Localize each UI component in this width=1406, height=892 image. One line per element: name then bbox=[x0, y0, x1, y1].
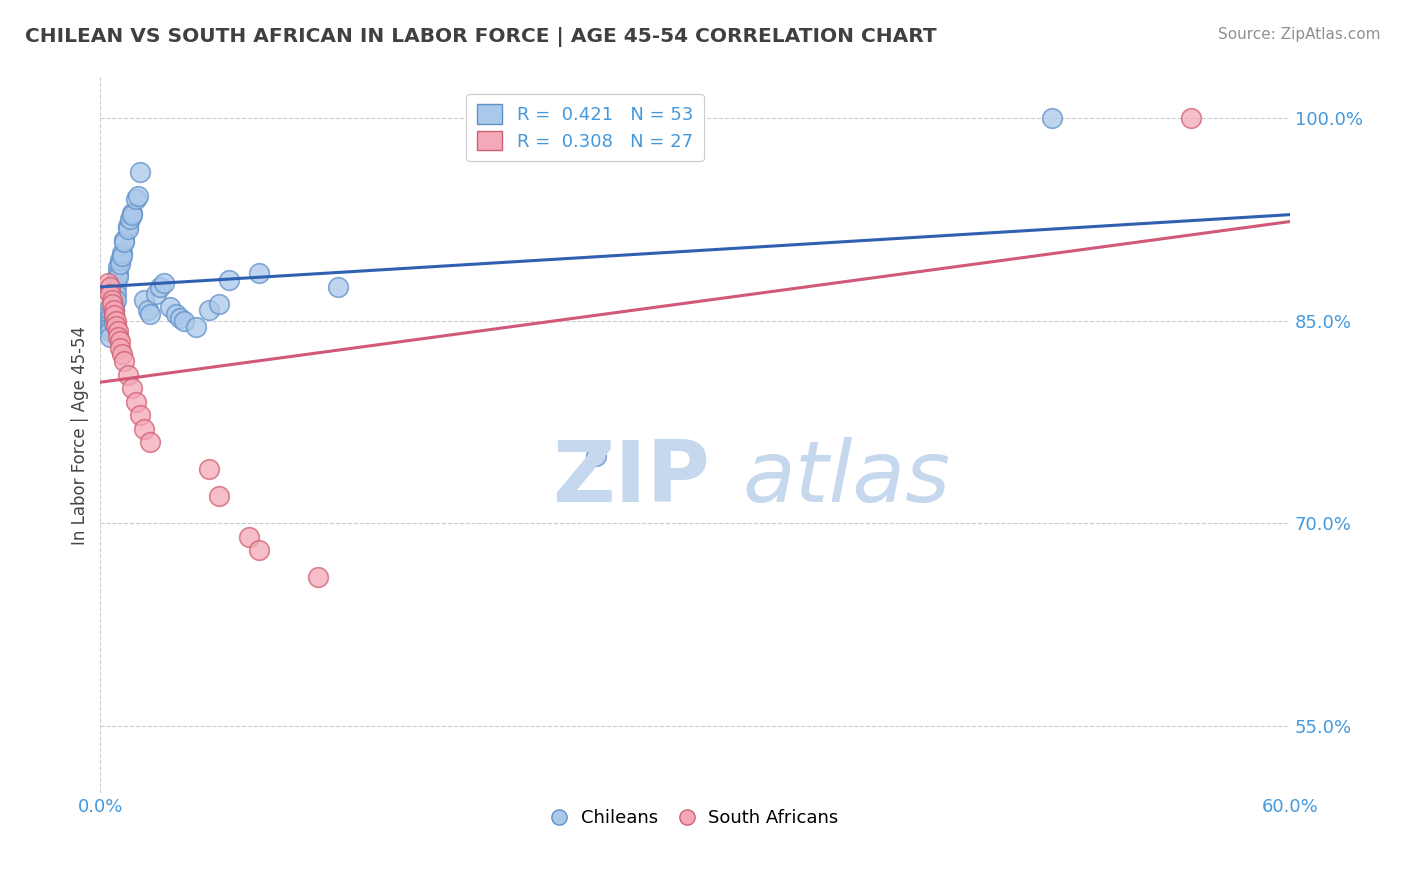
Point bbox=[108, 257, 131, 271]
Point bbox=[103, 308, 125, 322]
Point bbox=[101, 293, 124, 308]
Point bbox=[112, 235, 135, 250]
Point bbox=[121, 205, 143, 219]
Point bbox=[139, 435, 162, 450]
Point bbox=[103, 297, 125, 311]
Point bbox=[101, 297, 124, 311]
Point bbox=[117, 219, 139, 233]
Point bbox=[105, 273, 128, 287]
Point bbox=[107, 325, 129, 339]
Point bbox=[103, 316, 125, 330]
Point bbox=[105, 286, 128, 301]
Point bbox=[218, 273, 240, 287]
Point bbox=[169, 310, 191, 325]
Point bbox=[98, 307, 121, 321]
Point bbox=[108, 252, 131, 267]
Point bbox=[98, 286, 121, 301]
Point bbox=[208, 489, 231, 503]
Point bbox=[98, 280, 121, 294]
Point bbox=[98, 316, 121, 330]
Point bbox=[127, 189, 149, 203]
Point bbox=[136, 302, 159, 317]
Point bbox=[184, 320, 207, 334]
Point bbox=[208, 297, 231, 311]
Point bbox=[1180, 111, 1202, 125]
Point bbox=[153, 276, 176, 290]
Point bbox=[120, 212, 142, 227]
Point bbox=[132, 422, 155, 436]
Point bbox=[247, 266, 270, 280]
Point bbox=[112, 354, 135, 368]
Point bbox=[98, 300, 121, 314]
Point bbox=[139, 307, 162, 321]
Point bbox=[108, 334, 131, 348]
Text: atlas: atlas bbox=[742, 437, 950, 520]
Point bbox=[98, 310, 121, 325]
Point bbox=[129, 408, 152, 422]
Point bbox=[107, 330, 129, 344]
Point bbox=[159, 300, 181, 314]
Point bbox=[125, 394, 148, 409]
Point bbox=[198, 302, 221, 317]
Point bbox=[121, 208, 143, 222]
Point bbox=[105, 318, 128, 333]
Point bbox=[238, 530, 260, 544]
Point bbox=[105, 293, 128, 308]
Point bbox=[117, 368, 139, 382]
Y-axis label: In Labor Force | Age 45-54: In Labor Force | Age 45-54 bbox=[72, 326, 89, 545]
Point bbox=[165, 307, 187, 321]
Point bbox=[117, 221, 139, 235]
Point bbox=[198, 462, 221, 476]
Point bbox=[105, 313, 128, 327]
Point bbox=[129, 165, 152, 179]
Point bbox=[107, 266, 129, 280]
Point bbox=[173, 313, 195, 327]
Point bbox=[585, 449, 607, 463]
Point bbox=[149, 280, 172, 294]
Point bbox=[307, 570, 329, 584]
Point bbox=[1040, 111, 1063, 125]
Legend: Chileans, South Africans: Chileans, South Africans bbox=[544, 802, 846, 834]
Point bbox=[112, 233, 135, 247]
Point bbox=[111, 249, 134, 263]
Point bbox=[103, 302, 125, 317]
Point bbox=[103, 307, 125, 321]
Point bbox=[103, 286, 125, 301]
Point bbox=[98, 320, 121, 334]
Point bbox=[107, 270, 129, 285]
Text: CHILEAN VS SOUTH AFRICAN IN LABOR FORCE | AGE 45-54 CORRELATION CHART: CHILEAN VS SOUTH AFRICAN IN LABOR FORCE … bbox=[25, 27, 936, 46]
Point bbox=[98, 325, 121, 339]
Point bbox=[103, 313, 125, 327]
Point bbox=[132, 293, 155, 308]
Point bbox=[105, 280, 128, 294]
Point bbox=[111, 246, 134, 260]
Point bbox=[328, 280, 350, 294]
Point bbox=[98, 330, 121, 344]
Point bbox=[108, 341, 131, 355]
Point bbox=[107, 260, 129, 274]
Text: ZIP: ZIP bbox=[553, 437, 710, 520]
Point bbox=[111, 347, 134, 361]
Point bbox=[125, 192, 148, 206]
Point bbox=[103, 302, 125, 317]
Point bbox=[145, 286, 167, 301]
Point bbox=[103, 293, 125, 308]
Point bbox=[121, 381, 143, 395]
Point bbox=[97, 276, 120, 290]
Text: Source: ZipAtlas.com: Source: ZipAtlas.com bbox=[1218, 27, 1381, 42]
Point bbox=[247, 543, 270, 558]
